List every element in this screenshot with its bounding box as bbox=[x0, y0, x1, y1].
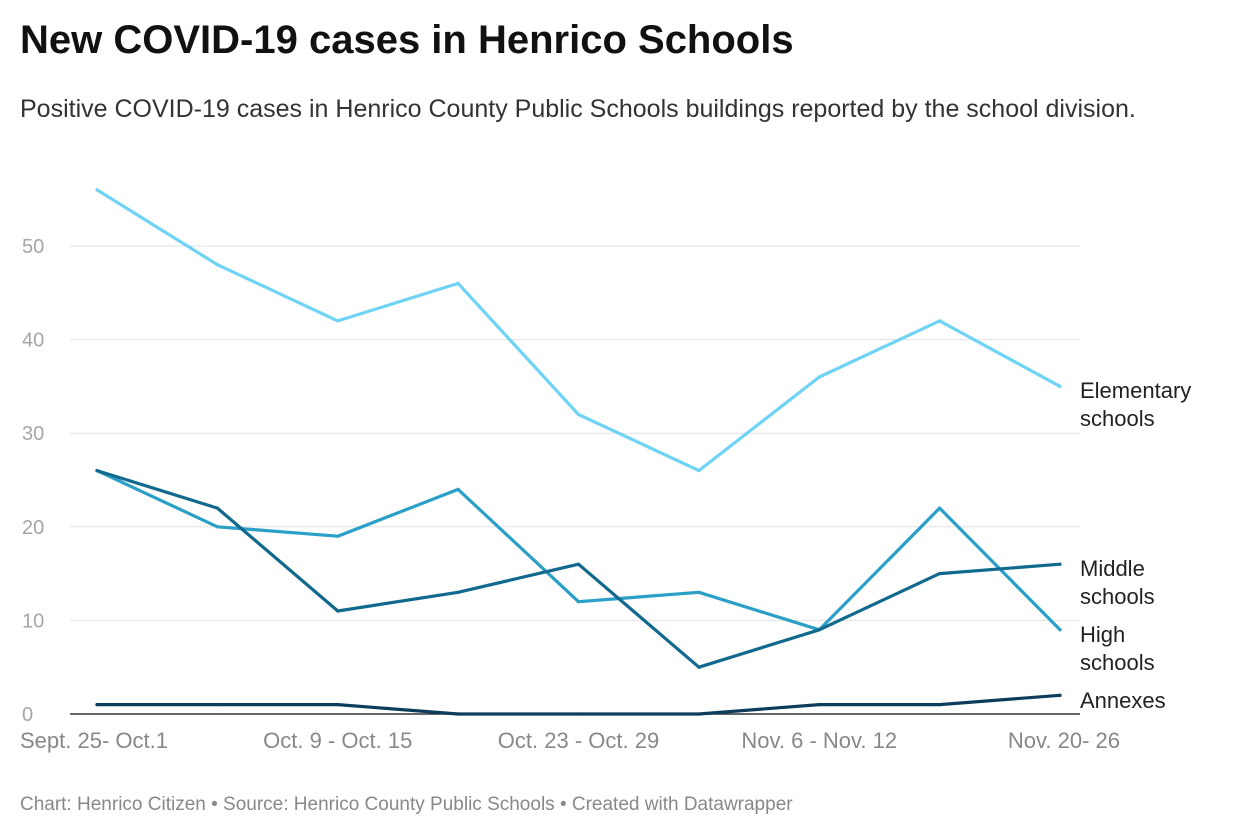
data-point-annexes bbox=[697, 712, 701, 716]
gridlines bbox=[70, 245, 1080, 715]
series-label-annexes: Annexes bbox=[1080, 688, 1166, 713]
data-point-high-schools bbox=[697, 590, 701, 594]
data-point-annexes bbox=[1058, 693, 1062, 697]
x-axis-ticks: Sept. 25- Oct.1 Oct. 9 - Oct. 15 Oct. 23 -… bbox=[20, 728, 1120, 753]
data-point-middle-schools bbox=[456, 590, 460, 594]
data-point-high-schools bbox=[1058, 628, 1062, 632]
data-point-middle-schools bbox=[336, 609, 340, 613]
data-point-annexes bbox=[456, 712, 460, 716]
data-point-elementary-schools bbox=[95, 188, 99, 192]
data-point-elementary-schools bbox=[697, 469, 701, 473]
data-point-middle-schools bbox=[576, 562, 581, 566]
series-label-middle-schools: schools bbox=[1080, 584, 1155, 609]
series-label-elementary-schools: schools bbox=[1080, 406, 1155, 431]
data-point-elementary-schools bbox=[456, 281, 460, 286]
data-point-high-schools bbox=[336, 534, 340, 538]
series-lines bbox=[95, 188, 1062, 716]
data-point-middle-schools bbox=[697, 665, 701, 669]
series-label-high-schools: schools bbox=[1080, 650, 1155, 675]
y-tick-label: 10 bbox=[22, 610, 44, 632]
y-tick-label: 0 bbox=[22, 704, 33, 726]
data-point-annexes bbox=[938, 703, 942, 707]
x-tick-label: Oct. 9 - Oct. 15 bbox=[263, 728, 412, 753]
data-point-middle-schools bbox=[215, 506, 219, 510]
data-point-middle-schools bbox=[817, 628, 821, 632]
data-point-high-schools bbox=[456, 487, 460, 491]
data-point-middle-schools bbox=[95, 469, 99, 473]
chart-title: New COVID-19 cases in Henrico Schools bbox=[20, 18, 794, 62]
data-point-middle-schools bbox=[938, 572, 942, 576]
data-point-elementary-schools bbox=[215, 263, 219, 267]
x-tick-label: Sept. 25- Oct.1 bbox=[20, 728, 168, 753]
y-tick-label: 40 bbox=[22, 330, 44, 352]
series-line-middle-schools bbox=[95, 469, 1062, 669]
y-axis-ticks: 0 10 20 30 40 50 bbox=[22, 236, 44, 726]
y-tick-label: 20 bbox=[22, 517, 44, 539]
data-point-annexes bbox=[215, 703, 219, 707]
data-point-high-schools bbox=[576, 600, 581, 604]
data-point-annexes bbox=[817, 703, 821, 707]
data-point-annexes bbox=[576, 712, 581, 716]
data-point-elementary-schools bbox=[576, 412, 581, 417]
series-line-annexes bbox=[95, 693, 1062, 716]
data-point-high-schools bbox=[938, 506, 942, 510]
x-tick-label: Oct. 23 - Oct. 29 bbox=[498, 728, 659, 753]
y-tick-label: 50 bbox=[22, 236, 44, 258]
data-point-elementary-schools bbox=[1058, 384, 1062, 388]
data-point-annexes bbox=[336, 703, 340, 707]
series-label-high-schools: High bbox=[1080, 622, 1125, 647]
data-point-elementary-schools bbox=[938, 319, 942, 323]
series-label-elementary-schools: Elementary bbox=[1080, 378, 1191, 403]
chart-subtitle: Positive COVID-19 cases in Henrico Count… bbox=[20, 95, 1136, 123]
x-tick-label: Nov. 6 - Nov. 12 bbox=[741, 728, 897, 753]
chart-footer: Chart: Henrico Citizen • Source: Henrico… bbox=[20, 794, 793, 815]
data-point-annexes bbox=[95, 703, 99, 707]
series-line-elementary-schools bbox=[95, 188, 1062, 473]
data-point-elementary-schools bbox=[817, 375, 821, 379]
data-point-elementary-schools bbox=[336, 319, 340, 323]
y-tick-label: 30 bbox=[22, 423, 44, 445]
series-label-middle-schools: Middle bbox=[1080, 556, 1145, 581]
x-tick-label: Nov. 20- 26 bbox=[1008, 728, 1120, 753]
series-labels: Elementary schools High schools Middle school… bbox=[1080, 378, 1191, 713]
data-point-high-schools bbox=[215, 525, 219, 529]
series-line-high-schools bbox=[95, 469, 1062, 632]
data-point-middle-schools bbox=[1058, 562, 1062, 566]
